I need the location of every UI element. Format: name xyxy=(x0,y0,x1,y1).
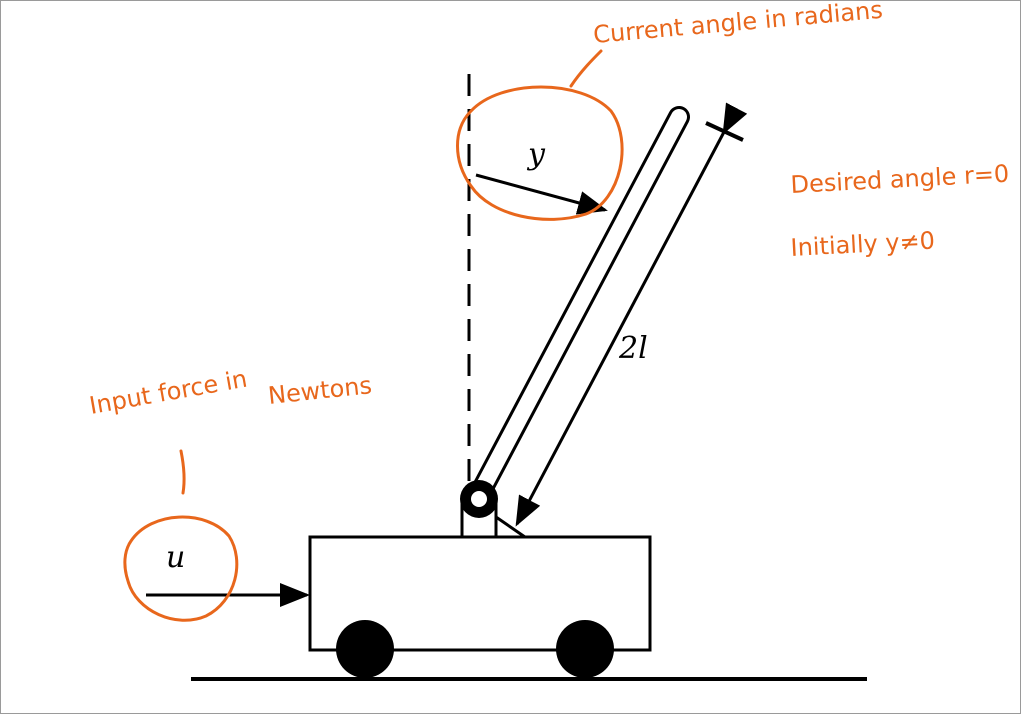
force-circle xyxy=(123,515,239,622)
initially-note: Initially y≠0 xyxy=(790,226,936,262)
current-angle-circle xyxy=(456,85,624,221)
pole-fill xyxy=(471,109,687,503)
angle-symbol: y xyxy=(526,137,546,172)
angle-arrow xyxy=(475,173,608,215)
force-symbol: u xyxy=(166,540,185,575)
length-end-tick xyxy=(705,121,744,142)
cart-wheel-right xyxy=(556,620,614,678)
annotations-layer xyxy=(123,49,624,622)
pivot-joint-center xyxy=(471,491,487,507)
length-dimension-arrow xyxy=(515,102,748,527)
length-label: 2l xyxy=(618,331,648,366)
force-leader xyxy=(179,449,186,495)
desired-angle-note: Desired angle r=0 xyxy=(790,160,1010,199)
input-force-note-line2: Newtons xyxy=(267,371,374,410)
current-angle-leader xyxy=(569,49,603,88)
pivot-wedge xyxy=(494,514,530,539)
input-force-note-line1: Input force in xyxy=(87,365,249,420)
current-angle-note: Current angle in radians xyxy=(592,1,884,49)
cart-wheel-left xyxy=(336,620,394,678)
